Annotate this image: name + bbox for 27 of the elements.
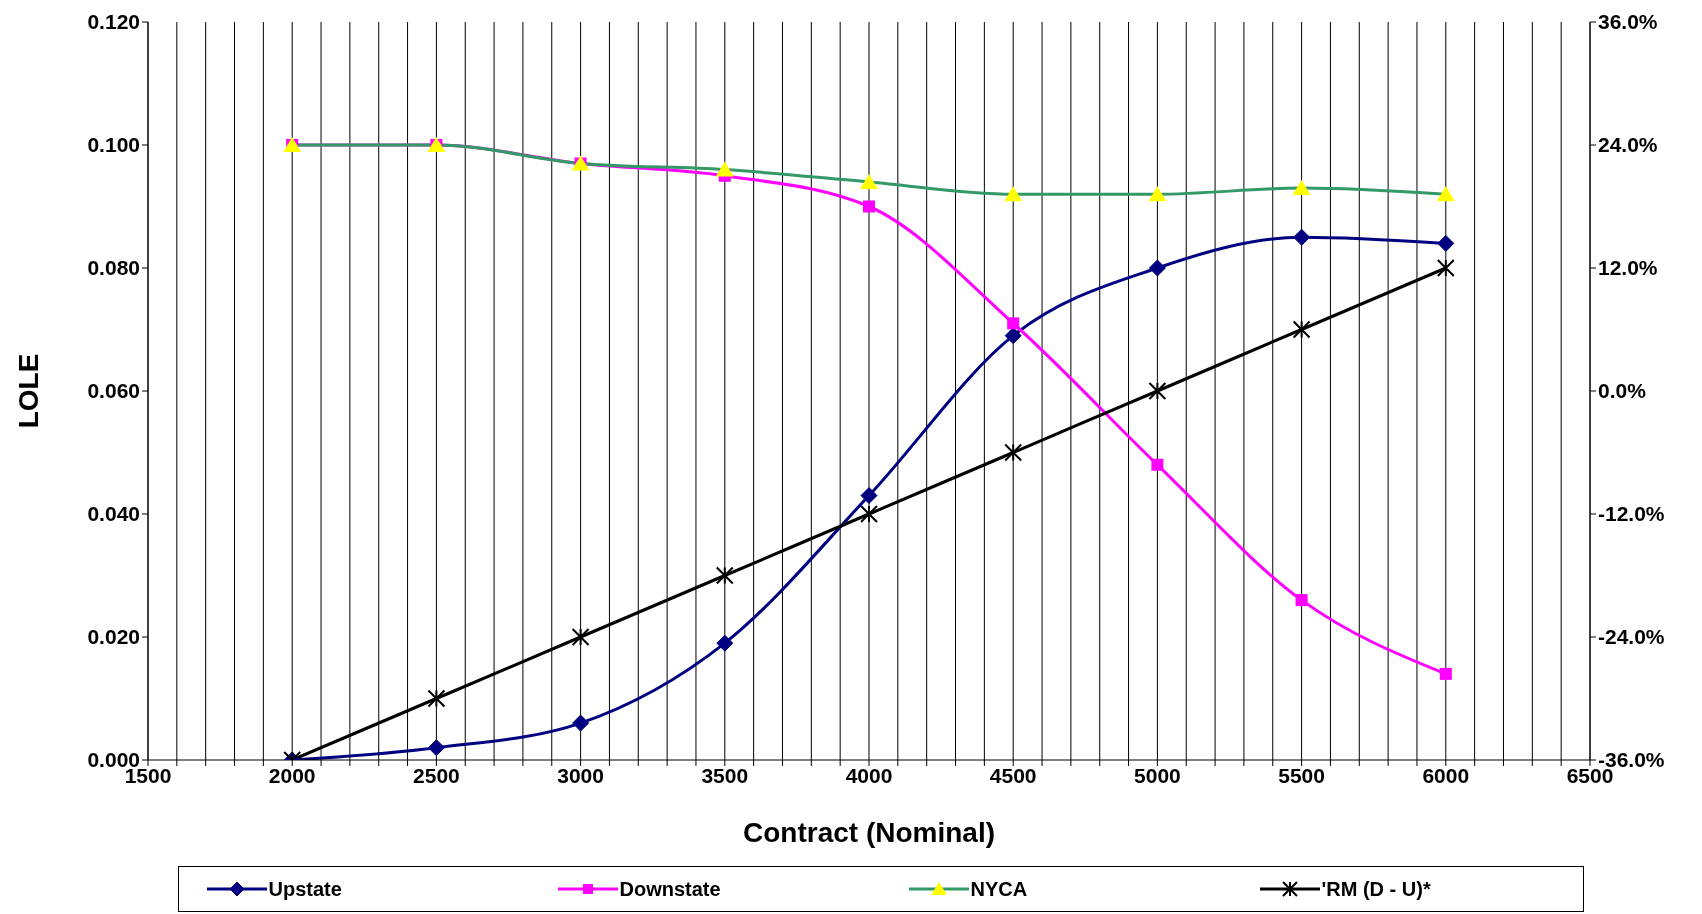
y2-tick-label: 12.0% bbox=[1598, 256, 1658, 280]
y2-tick-label: 36.0% bbox=[1598, 10, 1658, 34]
legend-label: NYCA bbox=[970, 877, 1028, 901]
x-tick-label: 4500 bbox=[989, 763, 1037, 787]
legend-label: Upstate bbox=[268, 877, 342, 901]
y-axis-title: LOLE bbox=[12, 353, 44, 429]
y-tick-label: 0.100 bbox=[87, 133, 140, 157]
x-tick-label: 4000 bbox=[845, 763, 893, 787]
y2-tick-label: 0.0% bbox=[1598, 379, 1647, 403]
x-tick-label: 2000 bbox=[268, 763, 316, 787]
x-tick-label: 2500 bbox=[413, 763, 460, 787]
x-tick-label: 5000 bbox=[1134, 763, 1181, 787]
y2-tick-label: -24.0% bbox=[1598, 625, 1665, 649]
y-tick-label: 0.040 bbox=[87, 502, 140, 526]
x-tick-label: 6000 bbox=[1422, 763, 1470, 787]
y-tick-label: 0.120 bbox=[87, 10, 140, 34]
x-axis-title: Contract (Nominal) bbox=[743, 817, 995, 848]
x-tick-label: 3000 bbox=[557, 763, 604, 787]
legend-label: Downstate bbox=[619, 877, 721, 901]
y-tick-label: 0.080 bbox=[87, 256, 140, 280]
y2-tick-label: 24.0% bbox=[1598, 133, 1658, 157]
y2-tick-label: -12.0% bbox=[1598, 502, 1665, 526]
y-tick-label: 0.020 bbox=[87, 625, 140, 649]
y-tick-label: 0.060 bbox=[87, 379, 140, 403]
legend-label: 'RM (D - U)* bbox=[1321, 877, 1431, 901]
x-tick-label: 3500 bbox=[701, 763, 749, 787]
x-tick-label: 5500 bbox=[1278, 763, 1325, 787]
